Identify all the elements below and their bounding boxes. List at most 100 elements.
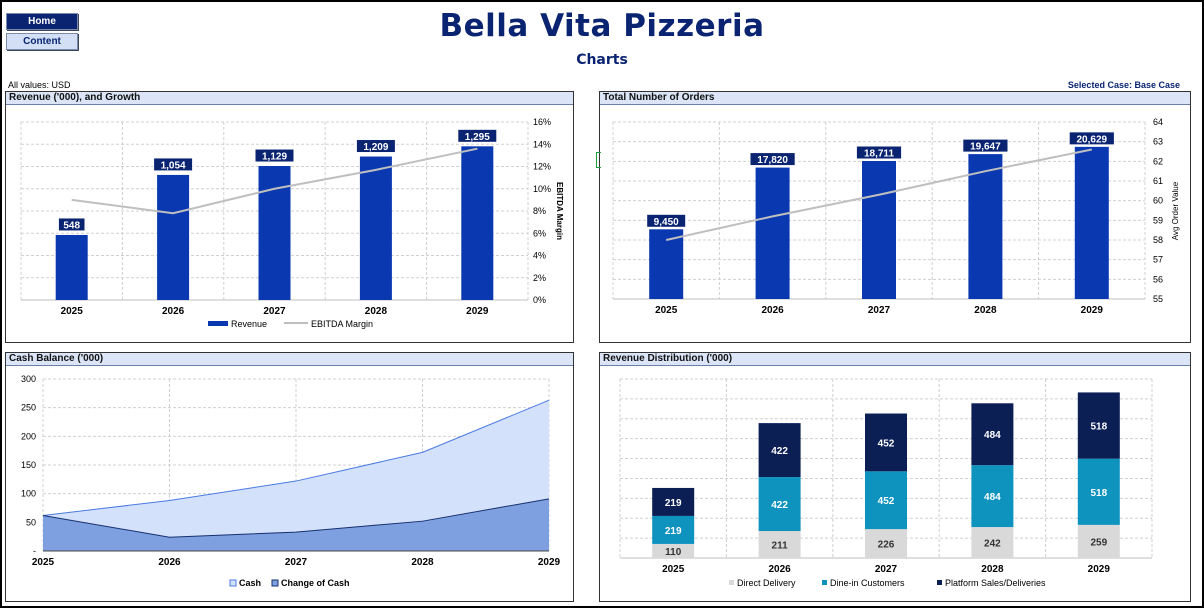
orders-y2-tick-label: 58	[1153, 235, 1163, 245]
legend-platform-sales-swatch	[937, 580, 942, 585]
revenue-x-tick-label: 2029	[466, 306, 489, 317]
orders-bar	[862, 161, 896, 299]
avg-order-value-line	[665, 148, 1092, 241]
selection-bracket-marker	[596, 152, 601, 168]
revenue-y2-tick-label: 14%	[533, 139, 551, 149]
direct-delivery-value-label: 110	[665, 547, 682, 558]
revenue-x-tick-label: 2025	[61, 306, 84, 317]
cash-panel: Cash Balance ('000) - 50 100 150 200 250 300 20…	[5, 352, 574, 602]
orders-x-tick-label: 2028	[974, 305, 997, 316]
revenue-data-label-bg	[254, 148, 295, 163]
revenue-bar	[359, 156, 392, 300]
cash-x-tick-label: 2026	[158, 557, 181, 568]
revenue-x-tick-label: 2027	[263, 306, 286, 317]
legend-change-swatch	[271, 579, 279, 587]
home-button[interactable]: Home	[6, 13, 78, 30]
legend-cash-swatch	[229, 579, 237, 587]
revenue-data-label: 1,209	[363, 142, 388, 153]
dine-in-segment	[652, 515, 695, 544]
legend-revenue-swatch	[208, 321, 228, 326]
orders-bar	[968, 154, 1003, 299]
dine-in-value-label: 518	[1090, 488, 1107, 499]
cash-panel-title: Cash Balance ('000)	[6, 353, 573, 366]
distribution-chart: 110 219 219 2025 211 422 422 2026 226 452 452 2027 2…	[619, 378, 1153, 588]
direct-delivery-value-label: 211	[772, 541, 789, 552]
cash-x-tick-label: 2028	[411, 557, 434, 568]
orders-data-label: 17,820	[757, 155, 788, 166]
cash-y-tick-label: 300	[21, 374, 36, 384]
legend-change-label: Change of Cash	[281, 578, 350, 588]
distribution-panel-title: Revenue Distribution ('000)	[600, 353, 1190, 366]
orders-data-label-bg	[962, 138, 1009, 153]
dine-in-segment	[758, 477, 801, 532]
cash-chart: - 50 100 150 200 250 300 2025 2026 2027 2028 2029 Ca…	[21, 374, 561, 588]
cash-line	[42, 399, 550, 516]
orders-y2-tick-label: 60	[1153, 196, 1163, 206]
orders-x-tick-label: 2026	[761, 305, 784, 316]
orders-bar	[1074, 146, 1109, 299]
platform-sales-value-label: 484	[984, 430, 1001, 441]
platform-sales-value-label: 422	[771, 446, 788, 457]
revenue-bar	[157, 174, 190, 300]
revenue-data-label-bg	[57, 217, 86, 232]
dine-in-segment	[865, 471, 907, 530]
legend-direct-delivery-swatch	[729, 580, 734, 585]
direct-delivery-segment	[865, 529, 907, 558]
orders-y2-tick-label: 55	[1153, 294, 1163, 304]
distribution-x-tick-label: 2026	[768, 564, 791, 575]
direct-delivery-segment	[971, 527, 1014, 558]
revenue-data-label: 1,129	[262, 152, 287, 163]
platform-sales-value-label: 518	[1090, 422, 1107, 433]
orders-data-label: 19,647	[970, 142, 1001, 153]
dine-in-value-label: 422	[771, 500, 788, 511]
orders-y2-tick-label: 64	[1153, 117, 1163, 127]
revenue-y2-axis-title: EBITDA Margin	[555, 182, 564, 240]
ebitda-margin-line	[71, 147, 478, 215]
orders-panel-title: Total Number of Orders	[600, 92, 1190, 105]
orders-chart: 9,450 2025 17,820 2026 18,711 2027 19,647 2028 2…	[612, 117, 1180, 316]
content-button[interactable]: Content	[6, 33, 78, 50]
orders-x-tick-label: 2025	[655, 305, 678, 316]
revenue-x-tick-label: 2026	[162, 306, 185, 317]
legend-dine-in-label: Dine-in Customers	[830, 578, 905, 588]
revenue-panel: Revenue ('000), and Growth 548 2025 1,054 2…	[5, 91, 574, 343]
direct-delivery-segment	[1077, 524, 1120, 558]
direct-delivery-value-label: 242	[984, 539, 1001, 550]
orders-y2-tick-label: 56	[1153, 274, 1163, 284]
units-note: All values: USD	[8, 80, 71, 90]
orders-y2-tick-label: 57	[1153, 255, 1163, 265]
direct-delivery-segment	[652, 543, 695, 558]
legend-revenue-label: Revenue	[231, 319, 267, 329]
revenue-bar	[461, 146, 494, 300]
cash-x-tick-label: 2025	[32, 557, 55, 568]
page-title: Bella Vita Pizzeria	[439, 8, 765, 44]
distribution-x-tick-label: 2025	[662, 564, 685, 575]
orders-bar	[755, 167, 790, 299]
orders-panel: Total Number of Orders 9,450 2025 17,820 20…	[599, 91, 1191, 343]
orders-x-tick-label: 2027	[868, 305, 891, 316]
revenue-y2-tick-label: 2%	[533, 273, 546, 283]
selected-case-note: Selected Case: Base Case	[1067, 80, 1180, 90]
orders-data-label-bg	[749, 152, 796, 167]
orders-y2-tick-label: 63	[1153, 137, 1163, 147]
direct-delivery-value-label: 259	[1090, 537, 1107, 548]
platform-sales-segment	[758, 423, 801, 478]
orders-data-label: 18,711	[864, 149, 894, 160]
orders-data-label-bg	[1068, 131, 1115, 146]
cash-x-tick-label: 2027	[285, 557, 308, 568]
cash-y-tick-label: -	[33, 546, 36, 556]
orders-data-label: 20,629	[1077, 134, 1108, 145]
cash-y-tick-label: 200	[21, 431, 36, 441]
cash-y-tick-label: 100	[21, 489, 36, 499]
page-subtitle: Charts	[576, 52, 628, 68]
distribution-x-tick-label: 2028	[981, 564, 1004, 575]
change-of-cash-area	[43, 498, 549, 551]
revenue-y2-tick-label: 16%	[533, 117, 551, 127]
legend-dine-in-swatch	[822, 580, 827, 585]
platform-sales-value-label: 452	[878, 438, 895, 449]
orders-y2-tick-label: 62	[1153, 156, 1163, 166]
dine-in-value-label: 452	[878, 496, 895, 507]
legend-direct-delivery-label: Direct Delivery	[737, 578, 796, 588]
revenue-data-label: 1,295	[465, 132, 490, 143]
